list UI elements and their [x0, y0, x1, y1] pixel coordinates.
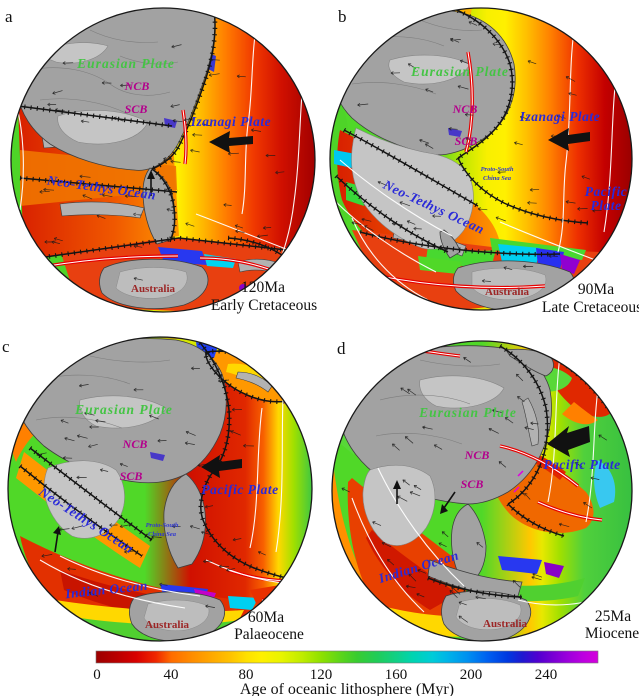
spreading-ridges-b [379, 51, 546, 290]
globe-d [332, 341, 632, 641]
colorbar: 0 40 80 120 160 200 240 Age of oceanic l… [93, 650, 599, 696]
velocity-vectors-a [39, 44, 285, 281]
colorbar-tick-0: 0 [93, 667, 101, 683]
panel-b: b Eurasian Plate NCB SCB Izanagi Plate P… [329, 7, 639, 316]
plate-boundaries-a [17, 8, 309, 282]
epoch-label-d: Miocene [585, 625, 639, 642]
panel-letter-c: c [2, 337, 10, 356]
small-motion-arrowhead-c [53, 526, 61, 535]
plate-motion-arrow-d [547, 426, 590, 457]
fracture-zones-d [351, 355, 605, 613]
panel-letter-a: a [5, 7, 13, 26]
plate-motion-arrow-a [209, 131, 253, 153]
globe-c-outline [7, 336, 313, 642]
colorbar-tick-120: 120 [310, 667, 333, 683]
globe-a-outline [10, 7, 316, 313]
globe-d-outline [331, 340, 633, 642]
label-eurasian-plate-a: Eurasian Plate [76, 56, 175, 71]
small-motion-arrowhead-d2 [440, 504, 448, 514]
label-scb-b: SCB [455, 134, 478, 148]
panel-c: c Eurasian Plate NCB SCB Pacific Plate N… [2, 336, 313, 643]
colorbar-tick-200: 200 [460, 667, 483, 683]
panel-letter-d: d [337, 339, 346, 358]
age-label-a: 120Ma [241, 279, 285, 296]
globe-b-outline [329, 7, 633, 311]
plate-motion-arrow-b [548, 128, 590, 151]
plate-boundaries-b [334, 8, 589, 257]
colorbar-tick-240: 240 [535, 667, 558, 683]
label-izanagi-plate-b: Izanagi Plate [519, 109, 600, 124]
velocity-vectors-c [36, 366, 266, 609]
colorbar-title: Age of oceanic lithosphere (Myr) [240, 681, 454, 696]
label-australia-a: Australia [131, 283, 176, 295]
label-izanagi-plate-a: Izanagi Plate [190, 114, 271, 129]
colorbar-tick-160: 160 [385, 667, 408, 683]
label-ncb-d: NCB [464, 448, 490, 462]
age-label-b: 90Ma [578, 281, 614, 298]
small-motion-arrow-c [54, 531, 59, 553]
label-proto-south-china-sea-b-line1: Proto-South [481, 166, 514, 173]
label-scb-d: SCB [461, 477, 484, 491]
panel-letter-b: b [338, 7, 347, 26]
plate-motion-arrow-c [201, 455, 242, 478]
label-ncb-b: NCB [452, 102, 478, 116]
label-scb-a: SCB [125, 102, 148, 116]
epoch-label-c: Palaeocene [234, 626, 304, 643]
label-eurasian-plate-b: Eurasian Plate [410, 64, 509, 79]
label-pacific-plate-c: Pacific Plate [201, 482, 278, 497]
globe-a [11, 8, 315, 312]
label-proto-south-china-sea-c-line2: China Sea [148, 531, 177, 538]
label-ncb-a: NCB [124, 79, 150, 93]
label-proto-south-china-sea-b-line2: China Sea [483, 175, 512, 182]
label-scb-c: SCB [120, 469, 143, 483]
velocity-vectors-d [341, 357, 607, 623]
age-label-c: 60Ma [248, 609, 284, 626]
label-pacific-plate-d: Pacific Plate [543, 457, 620, 472]
small-motion-arrow-d2 [443, 491, 456, 509]
panel-d: d Eurasian Plate NCB SCB Pacific Plate I… [331, 339, 639, 642]
colorbar-tick-40: 40 [164, 667, 179, 683]
label-eurasian-plate-c: Eurasian Plate [74, 402, 173, 417]
epoch-label-b: Late Cretaceous [542, 299, 639, 316]
velocity-vectors-b [351, 21, 602, 283]
panel-a: a Eurasian Plate NCB SCB Izanagi Plate N… [5, 7, 317, 314]
labels-a: a Eurasian Plate NCB SCB Izanagi Plate N… [5, 7, 317, 314]
volcano-marks-d [513, 470, 524, 493]
label-eurasian-plate-d: Eurasian Plate [418, 405, 517, 420]
colorbar-tick-80: 80 [239, 667, 254, 683]
label-pacific-plate-b-line2: Plate [591, 198, 622, 213]
label-australia-b: Australia [485, 286, 530, 298]
small-motion-arrowhead-d1 [393, 480, 401, 489]
label-pacific-plate-b-line1: Pacific [585, 184, 627, 199]
continents-c [13, 338, 227, 641]
label-proto-south-china-sea-c-line1: Proto-South [146, 522, 179, 529]
globe-c [8, 337, 312, 641]
label-ncb-c: NCB [122, 437, 148, 451]
label-australia-d: Australia [483, 618, 528, 630]
colorbar-gradient [95, 650, 599, 664]
epoch-label-a: Early Cretaceous [211, 297, 317, 314]
label-australia-c: Australia [145, 619, 190, 631]
age-label-d: 25Ma [595, 608, 631, 625]
small-motion-arrowhead-a [147, 170, 155, 179]
